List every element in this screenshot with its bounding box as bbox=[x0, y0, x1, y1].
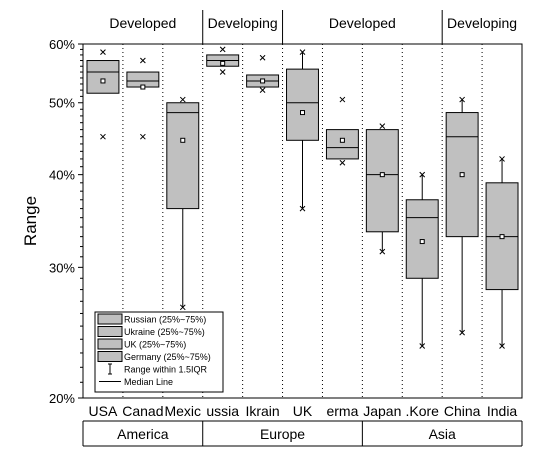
box-china bbox=[445, 96, 479, 336]
outlier-marker bbox=[419, 171, 426, 178]
outlier-marker bbox=[140, 57, 146, 64]
bottom-group-label: America bbox=[117, 426, 169, 442]
box-skorea bbox=[405, 171, 439, 349]
top-group-label: Developing bbox=[208, 15, 278, 31]
y-tick-label: 50% bbox=[49, 96, 75, 111]
outlier-marker bbox=[339, 96, 346, 103]
box-iqr bbox=[325, 129, 359, 160]
outlier-marker bbox=[140, 133, 146, 140]
legend-label: Russian (25%~75%) bbox=[124, 315, 206, 325]
y-tick-label: 60% bbox=[49, 37, 75, 52]
box-russia bbox=[206, 46, 240, 75]
x-tick-label: Mexic bbox=[164, 403, 201, 419]
legend-range-glyph bbox=[108, 363, 112, 375]
legend-label: Ukraine (25%~75%) bbox=[124, 327, 205, 337]
top-group-label: Developed bbox=[109, 15, 176, 31]
mean-marker bbox=[339, 137, 345, 143]
top-group-label: Developed bbox=[329, 15, 396, 31]
outlier-marker bbox=[459, 96, 465, 103]
y-tick-label: 20% bbox=[49, 391, 75, 406]
outlier-marker bbox=[379, 248, 386, 255]
x-axis: USA Canad Mexic ussia Ikrain UK erma Japan .Kore… bbox=[82, 403, 523, 447]
box-india bbox=[485, 156, 519, 349]
box-canada bbox=[126, 57, 160, 140]
x-tick-label: Japan bbox=[363, 403, 401, 419]
box-ukraine bbox=[246, 54, 280, 93]
mean-marker bbox=[140, 84, 146, 90]
y-axis-title: Range bbox=[21, 196, 40, 246]
mean-marker bbox=[260, 78, 266, 84]
x-tick-label: ussia bbox=[206, 403, 239, 419]
box-germany bbox=[325, 96, 359, 166]
box-iqr bbox=[286, 68, 319, 141]
mean-marker bbox=[379, 172, 385, 178]
mean-marker bbox=[419, 239, 425, 245]
legend-label: UK (25%~75%) bbox=[124, 340, 186, 350]
outlier-marker bbox=[339, 159, 346, 166]
legend-label: Range within 1.5IQR bbox=[124, 365, 208, 375]
mean-marker bbox=[300, 110, 305, 116]
outlier-marker bbox=[379, 123, 386, 129]
box-iqr bbox=[86, 60, 120, 94]
x-tick-label: China bbox=[444, 403, 481, 419]
plot-frame bbox=[82, 43, 523, 399]
outlier-marker bbox=[179, 96, 186, 103]
box-mexico bbox=[166, 96, 200, 311]
legend-label: Germany (25%~75%) bbox=[124, 352, 211, 362]
outlier-marker bbox=[459, 329, 465, 336]
mean-marker bbox=[100, 78, 106, 84]
outlier-marker bbox=[219, 46, 226, 53]
outlier-marker bbox=[100, 133, 106, 140]
bottom-group-label: Asia bbox=[429, 426, 456, 442]
group-headers: Developed Developing Developed Developing bbox=[83, 10, 522, 45]
y-tick-label: 30% bbox=[49, 260, 75, 275]
outlier-marker bbox=[299, 49, 306, 56]
y-tick-label: 40% bbox=[49, 168, 75, 183]
outlier-marker bbox=[299, 205, 306, 212]
outlier-marker bbox=[499, 343, 505, 349]
mean-marker bbox=[220, 60, 226, 66]
category-gridlines bbox=[122, 44, 483, 398]
x-tick-label: Ikrain bbox=[245, 403, 279, 419]
box-japan bbox=[365, 123, 399, 255]
box-iqr bbox=[405, 199, 439, 279]
outlier-marker bbox=[419, 343, 426, 349]
box-uk bbox=[286, 49, 319, 212]
mean-marker bbox=[499, 234, 505, 240]
y-axis: 20% 30% 40% 50% 60% bbox=[49, 37, 83, 406]
legend-swatch bbox=[97, 351, 123, 362]
outlier-marker bbox=[179, 304, 186, 311]
outlier-marker bbox=[100, 49, 106, 56]
mean-marker bbox=[459, 172, 465, 178]
x-tick-label: USA bbox=[89, 403, 118, 419]
bottom-group-label: Europe bbox=[260, 426, 305, 442]
legend: Russian (25%~75%) Ukraine (25%~75%) UK (25… bbox=[94, 311, 224, 393]
box-iqr bbox=[365, 129, 399, 233]
legend-swatch bbox=[97, 313, 123, 325]
x-tick-label: India bbox=[487, 403, 518, 419]
mean-marker bbox=[180, 137, 186, 143]
box-series bbox=[86, 46, 519, 349]
x-tick-label: erma bbox=[326, 403, 358, 419]
outlier-marker bbox=[219, 69, 226, 75]
outlier-marker bbox=[259, 87, 266, 93]
x-tick-label: .Kore bbox=[405, 403, 439, 419]
legend-label: Median Line bbox=[124, 377, 173, 387]
x-tick-label: UK bbox=[293, 403, 313, 419]
x-tick-label: Canad bbox=[122, 403, 163, 419]
box-usa bbox=[86, 49, 120, 140]
legend-swatch bbox=[97, 326, 123, 337]
legend-swatch bbox=[97, 338, 123, 350]
outlier-marker bbox=[499, 156, 505, 162]
box-iqr bbox=[166, 102, 200, 210]
outlier-marker bbox=[259, 54, 266, 61]
top-group-label: Developing bbox=[447, 15, 517, 31]
